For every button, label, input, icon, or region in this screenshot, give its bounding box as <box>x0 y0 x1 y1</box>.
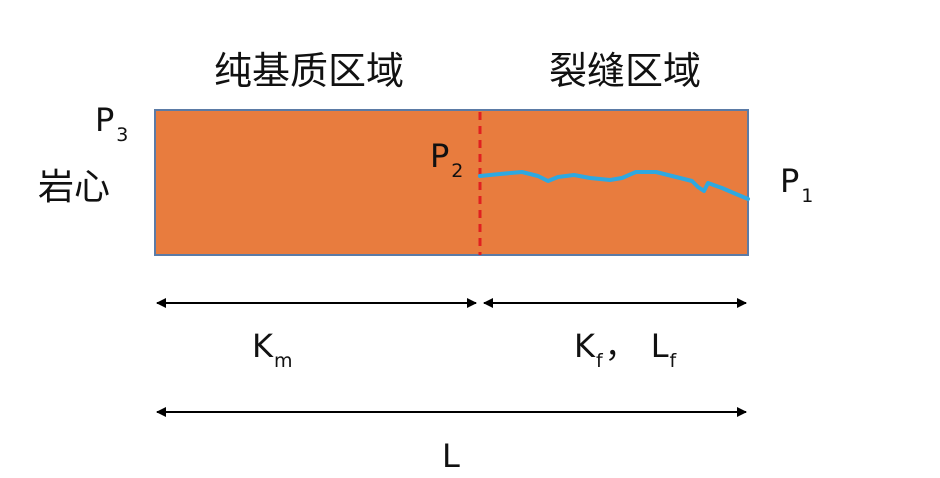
core-rectangle <box>154 109 749 256</box>
fracture-region-label: 裂缝区域 <box>549 49 702 93</box>
kf-lf-label: Kf， Lf <box>574 327 677 372</box>
total-length-label: L <box>442 437 460 475</box>
km-label: Km <box>252 327 293 372</box>
core-label: 岩心 <box>38 167 111 208</box>
matrix-region-label: 纯基质区域 <box>214 49 405 93</box>
fracture-line <box>478 170 750 201</box>
